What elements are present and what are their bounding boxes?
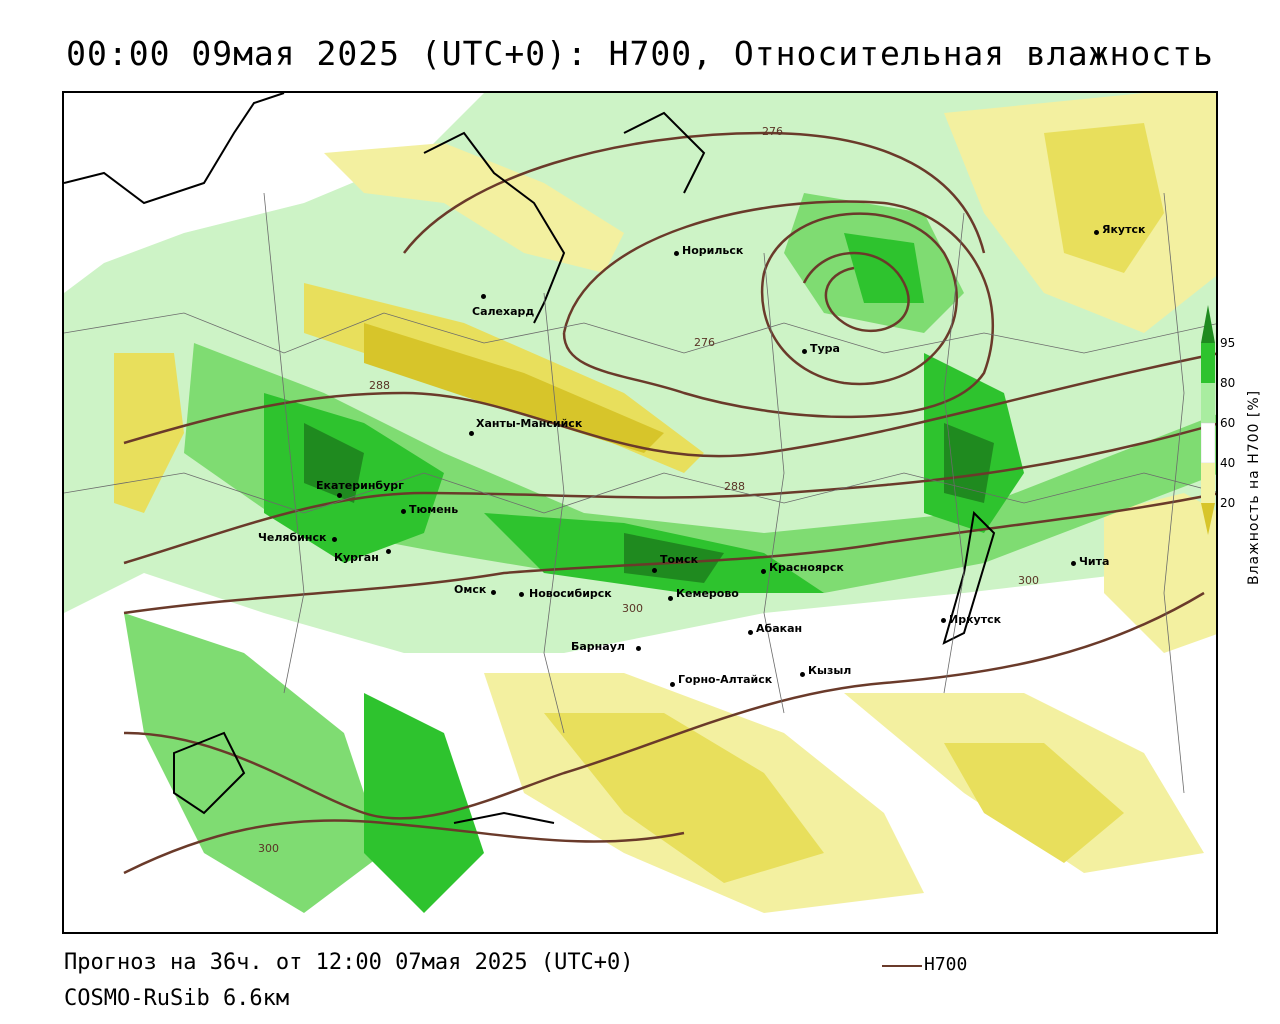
colorbar-tick: 60 (1220, 416, 1236, 430)
city-label: Омск (454, 583, 487, 596)
city-dot (481, 294, 486, 299)
isoline-label: 276 (694, 336, 715, 349)
city-dot (636, 646, 641, 651)
isoline-label: 276 (762, 125, 783, 138)
city-dot (941, 618, 946, 623)
city-label: Иркутск (949, 613, 1002, 626)
city-dot (761, 569, 766, 574)
city-label: Кызыл (808, 664, 852, 677)
city-label: Челябинск (258, 531, 327, 544)
city-label: Кемерово (676, 587, 739, 600)
colorbar-tick: 20 (1220, 496, 1236, 510)
city-dot (800, 672, 805, 677)
city-label: Якутск (1102, 223, 1146, 236)
city-dot (386, 549, 391, 554)
city-label: Новосибирск (529, 587, 612, 600)
city-dot (652, 568, 657, 573)
city-label: Горно-Алтайск (678, 673, 773, 686)
city-dot (1071, 561, 1076, 566)
city-label: Тюмень (409, 503, 459, 516)
isoline-label: 300 (1018, 574, 1039, 587)
map-title: 00:00 09мая 2025 (UTC+0): H700, Относите… (66, 34, 1214, 73)
isoline-label: 300 (622, 602, 643, 615)
colorbar-tick: 40 (1220, 456, 1236, 470)
colorbar-tick: 95 (1220, 336, 1236, 350)
forecast-info: Прогноз на 36ч. от 12:00 07мая 2025 (UTC… (64, 950, 634, 975)
city-label: Курган (334, 551, 379, 564)
city-label: Екатеринбург (316, 479, 404, 492)
city-dot (332, 537, 337, 542)
h700-legend-label: H700 (924, 954, 968, 975)
city-label: Томск (660, 553, 699, 566)
h700-legend-line (882, 965, 922, 967)
city-dot (469, 431, 474, 436)
city-label: Абакан (756, 622, 803, 635)
city-dot (491, 590, 496, 595)
humidity-colorbar (1201, 305, 1215, 535)
city-dot (1094, 230, 1099, 235)
city-label: Чита (1079, 555, 1110, 568)
city-label: Красноярск (769, 561, 844, 574)
colorbar-tick: 80 (1220, 376, 1236, 390)
city-dot (337, 493, 342, 498)
city-dot (668, 596, 673, 601)
city-dot (674, 251, 679, 256)
isoline-label: 288 (724, 480, 745, 493)
city-dot (748, 630, 753, 635)
city-dot (519, 592, 524, 597)
city-label: Норильск (682, 244, 744, 257)
colorbar-title: Влажность на H700 [%] (1246, 389, 1262, 585)
isoline-label: 300 (258, 842, 279, 855)
humidity-map: 276 276 288 288 300 300 300 Якутск Норил… (62, 91, 1218, 934)
city-dot (802, 349, 807, 354)
isoline-label: 288 (369, 379, 390, 392)
city-label: Барнаул (571, 640, 625, 653)
model-name: COSMO-RuSib 6.6км (64, 986, 290, 1011)
city-label: Салехард (472, 305, 535, 318)
city-label: Тура (810, 342, 840, 355)
city-dot (670, 682, 675, 687)
city-label: Ханты-Мансийск (476, 417, 583, 430)
city-dot (401, 509, 406, 514)
humidity-field (64, 93, 1216, 932)
